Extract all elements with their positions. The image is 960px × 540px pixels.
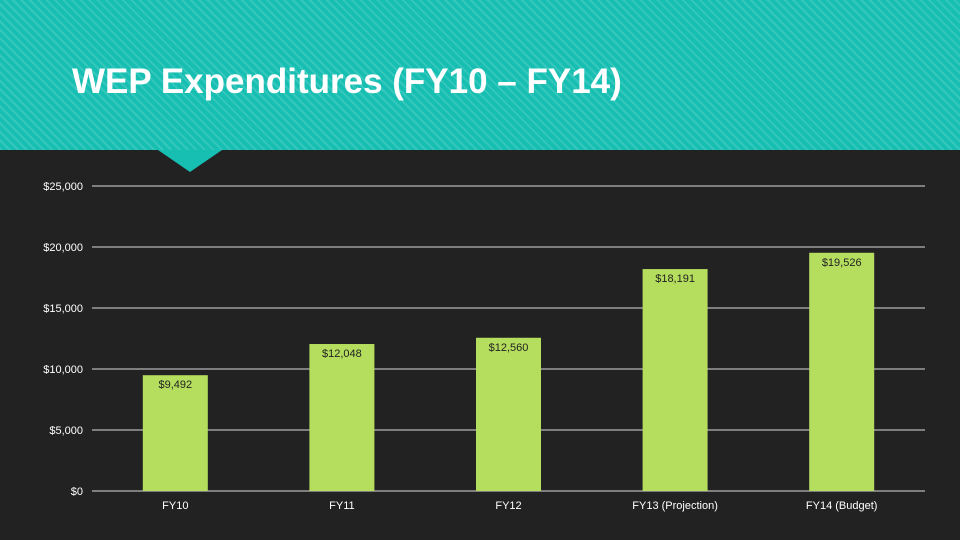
- x-tick-label: FY11: [329, 500, 354, 512]
- y-tick-label: $20,000: [43, 242, 83, 254]
- x-tick-label: FY10: [162, 500, 188, 512]
- y-tick-label: $5,000: [49, 425, 83, 437]
- y-tick-label: $15,000: [43, 303, 83, 315]
- bar-fy10: [142, 375, 208, 491]
- x-tick-label: FY12: [495, 500, 521, 512]
- data-label: $19,526: [822, 257, 862, 269]
- data-label: $18,191: [655, 273, 695, 285]
- bar-fy14-budget: [809, 252, 875, 491]
- bar-fy13-projection: [642, 269, 708, 491]
- x-tick-label: FY14 (Budget): [806, 500, 878, 512]
- title-banner: [0, 0, 960, 150]
- y-tick-label: $0: [71, 486, 83, 498]
- bar-fy12: [476, 337, 541, 491]
- data-label: $12,560: [489, 342, 529, 354]
- title-banner-pointer: [158, 150, 222, 172]
- y-tick-label: $25,000: [43, 181, 83, 193]
- y-tick-label: $10,000: [43, 364, 83, 376]
- x-tick-label: FY13 (Projection): [632, 500, 718, 512]
- data-label: $9,492: [158, 379, 192, 391]
- bar-fy11: [309, 344, 375, 491]
- data-label: $12,048: [322, 348, 362, 360]
- slide-title: WEP Expenditures (FY10 – FY14): [72, 62, 622, 101]
